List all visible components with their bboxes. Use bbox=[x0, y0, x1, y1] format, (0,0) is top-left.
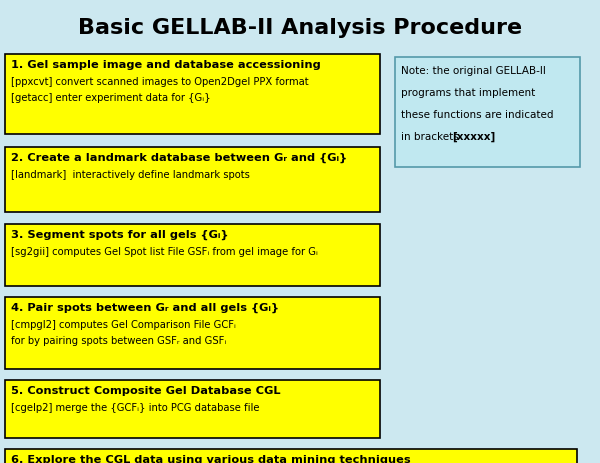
Text: these functions are indicated: these functions are indicated bbox=[401, 110, 554, 120]
Text: [xxxxx]: [xxxxx] bbox=[452, 131, 495, 142]
Text: 1. Gel sample image and database accessioning: 1. Gel sample image and database accessi… bbox=[11, 60, 321, 70]
Bar bbox=[5, 449, 577, 463]
Bar bbox=[395, 58, 580, 168]
Text: [landmark]  interactively define landmark spots: [landmark] interactively define landmark… bbox=[11, 169, 250, 180]
Text: 3. Segment spots for all gels {Gᵢ}: 3. Segment spots for all gels {Gᵢ} bbox=[11, 230, 229, 240]
Bar bbox=[5, 55, 380, 135]
Text: [cgelp2] merge the {GCFᵢ} into PCG database file: [cgelp2] merge the {GCFᵢ} into PCG datab… bbox=[11, 402, 260, 412]
Text: in brackets: in brackets bbox=[401, 131, 462, 142]
Text: 4. Pair spots between Gᵣ and all gels {Gᵢ}: 4. Pair spots between Gᵣ and all gels {G… bbox=[11, 302, 279, 313]
Text: 2. Create a landmark database between Gᵣ and {Gᵢ}: 2. Create a landmark database between Gᵣ… bbox=[11, 153, 347, 163]
Bar bbox=[5, 380, 380, 438]
Text: Note: the original GELLAB-II: Note: the original GELLAB-II bbox=[401, 66, 546, 76]
Text: 6. Explore the CGL data using various data mining techniques: 6. Explore the CGL data using various da… bbox=[11, 454, 410, 463]
Bar bbox=[5, 148, 380, 213]
Text: Basic GELLAB-II Analysis Procedure: Basic GELLAB-II Analysis Procedure bbox=[78, 18, 522, 38]
Text: programs that implement: programs that implement bbox=[401, 88, 535, 98]
Bar bbox=[5, 225, 380, 287]
Text: [sg2gii] computes Gel Spot list File GSFᵢ from gel image for Gᵢ: [sg2gii] computes Gel Spot list File GSF… bbox=[11, 246, 318, 257]
Text: for by pairing spots between GSFᵣ and GSFᵢ: for by pairing spots between GSFᵣ and GS… bbox=[11, 335, 226, 345]
Text: [getacc] enter experiment data for {Gᵢ}: [getacc] enter experiment data for {Gᵢ} bbox=[11, 93, 211, 103]
Text: [ppxcvt] convert scanned images to Open2Dgel PPX format: [ppxcvt] convert scanned images to Open2… bbox=[11, 77, 308, 87]
Bar bbox=[5, 297, 380, 369]
Text: 5. Construct Composite Gel Database CGL: 5. Construct Composite Gel Database CGL bbox=[11, 385, 281, 395]
Text: [cmpgl2] computes Gel Comparison File GCFᵢ: [cmpgl2] computes Gel Comparison File GC… bbox=[11, 319, 236, 329]
